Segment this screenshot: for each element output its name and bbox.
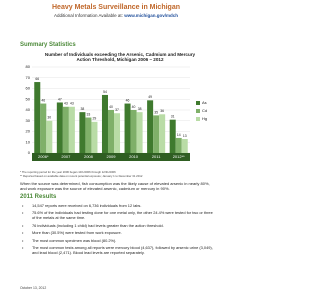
doc-subtitle: Additional Information Available at: www… <box>0 13 232 18</box>
section-heading: Summary Statistics <box>20 42 76 48</box>
value-label: 14 <box>177 133 181 137</box>
value-label: 40 <box>132 105 136 109</box>
value-label: 66 <box>35 77 39 81</box>
legend-label: As <box>202 100 207 105</box>
paragraph: When the source was determined, fish con… <box>20 181 210 191</box>
y-tick-label: 40 <box>26 107 31 112</box>
value-label: 43 <box>70 102 74 106</box>
value-label: 54 <box>103 90 107 94</box>
value-label: 31 <box>171 115 175 119</box>
footnote: ** Reported based on available data on r… <box>20 173 143 178</box>
value-label: 33 <box>87 112 91 116</box>
value-label: 46 <box>41 98 45 102</box>
bar <box>114 113 121 153</box>
bar <box>68 106 75 153</box>
value-label: 40 <box>109 105 113 109</box>
bar <box>62 106 69 153</box>
bullet: The most common tests among all reports … <box>20 245 216 255</box>
url: www.michigan.gov/mdch <box>124 13 179 18</box>
legend-label: Cd <box>202 108 207 113</box>
bar <box>124 103 131 153</box>
bar <box>153 115 160 153</box>
bullet: The most common specimen was blood (80.2… <box>20 238 216 243</box>
value-label: 37 <box>115 108 119 112</box>
bullet: 75.6% of the individuals had testing don… <box>20 210 216 220</box>
bullet-list: 14,547 reports were received on 6,736 in… <box>20 203 216 257</box>
bar <box>159 114 166 153</box>
legend-label: Hg <box>202 116 207 121</box>
bar <box>56 102 63 153</box>
y-tick-label: 80 <box>26 64 31 69</box>
y-tick-label: 60 <box>26 86 31 91</box>
section-heading: 2011 Results <box>20 194 57 200</box>
legend-swatch <box>196 109 200 113</box>
bar <box>181 139 188 153</box>
value-label: 30 <box>47 116 51 120</box>
x-tick-label: 2011 <box>152 154 161 159</box>
value-label: 38 <box>81 107 85 111</box>
bullet: 76 individuals (including 1 child) had l… <box>20 223 216 228</box>
bar <box>136 112 143 153</box>
bullet: 14,547 reports were received on 6,736 in… <box>20 203 216 208</box>
y-tick-label: 0 <box>28 150 31 155</box>
bar <box>34 82 41 153</box>
y-tick-label: 20 <box>26 129 31 134</box>
x-tick-label: 2012** <box>173 154 185 159</box>
value-label: 46 <box>126 98 130 102</box>
chart: 0 10 20 30 40 50 60 70 80 2006* 2007 2008 2009 2010 20… <box>26 64 207 161</box>
y-tick-label: 50 <box>26 96 31 101</box>
value-label: 29 <box>93 117 97 121</box>
footer-date: October 13, 2012 <box>20 286 47 290</box>
bar <box>175 137 182 153</box>
x-tick-label: 2007 <box>61 154 71 159</box>
bar <box>46 120 53 153</box>
y-tick-label: 30 <box>26 118 31 123</box>
bar <box>85 117 92 153</box>
legend-swatch <box>196 101 200 105</box>
value-label: 49 <box>148 95 152 99</box>
bar <box>147 100 154 153</box>
y-tick-label: 10 <box>26 139 31 144</box>
chart-title: Number of Individuals exceeding the Arse… <box>44 52 196 63</box>
x-tick-label: 2008 <box>84 154 94 159</box>
bar <box>130 110 137 153</box>
bar <box>107 110 115 153</box>
x-axis-band <box>32 153 190 161</box>
footnote: * The reporting period for the year 2006… <box>20 170 116 174</box>
page: {"header":{"title":"Heavy Metals Surveil… <box>0 0 232 300</box>
bar <box>169 119 176 153</box>
subtitle-text: Additional Information Available at: <box>53 13 123 18</box>
bar <box>79 112 86 153</box>
bar <box>40 103 47 153</box>
value-label: 35 <box>154 110 158 114</box>
value-label: 13 <box>183 134 187 138</box>
value-label: 36 <box>160 109 164 113</box>
bar <box>101 94 108 153</box>
x-tick-label: 2006* <box>38 154 49 159</box>
doc-title: Heavy Metals Surveillance in Michigan <box>52 4 180 11</box>
x-tick-label: 2009 <box>107 154 117 159</box>
x-tick-label: 2010 <box>129 154 139 159</box>
bar <box>91 121 98 153</box>
value-label: 43 <box>64 102 68 106</box>
bullet: More than (30.5%) were tested from work … <box>20 230 216 235</box>
value-label: 47 <box>58 97 62 101</box>
legend-swatch <box>196 117 200 121</box>
value-label: 38 <box>138 107 142 111</box>
footnotes: * The reporting period for the year 2006… <box>20 170 220 178</box>
y-tick-label: 70 <box>26 75 31 80</box>
